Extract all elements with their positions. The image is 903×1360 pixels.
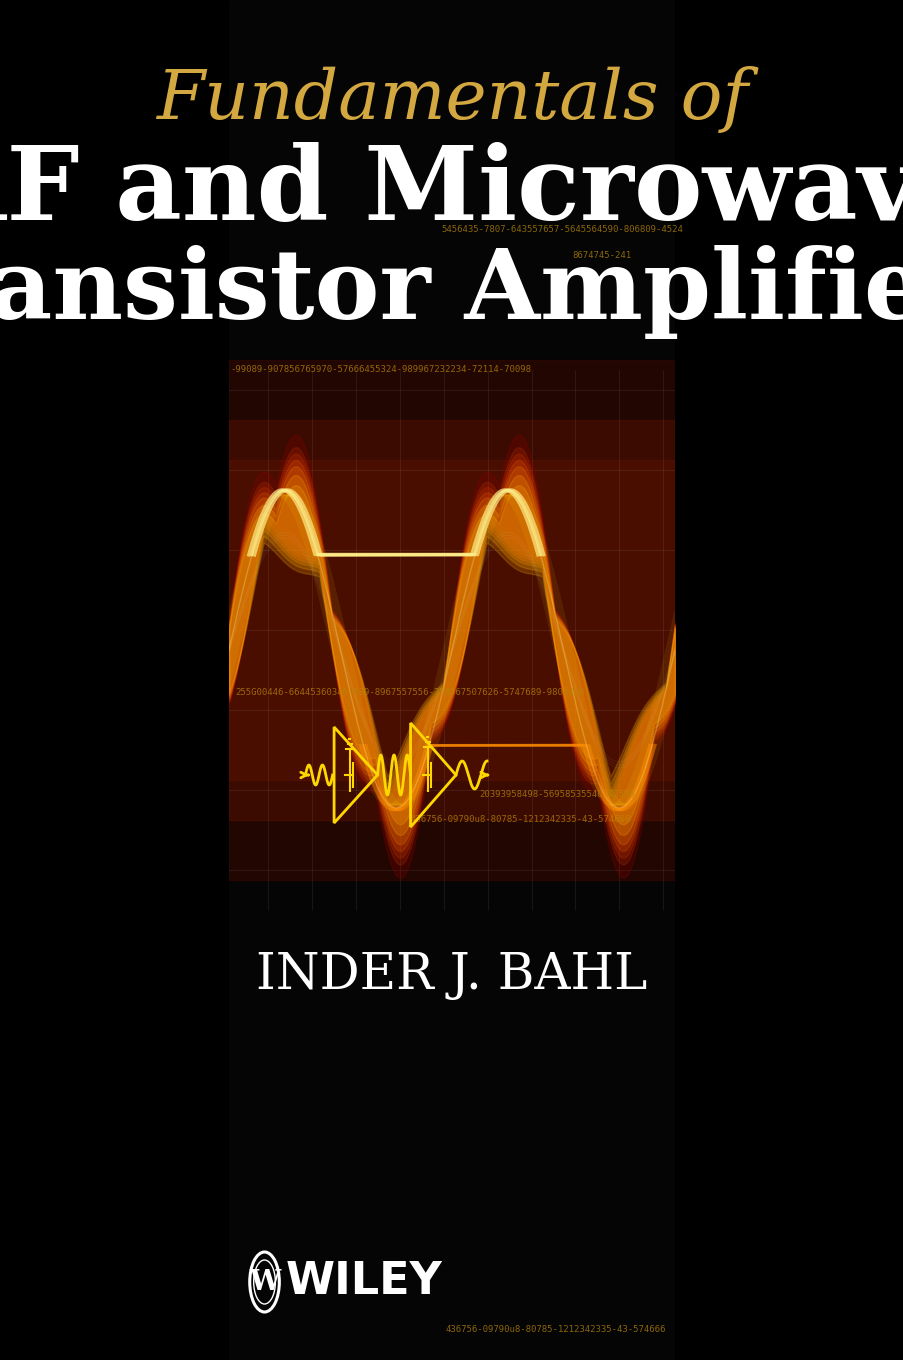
Text: INDER J. BAHL: INDER J. BAHL xyxy=(256,951,647,1000)
Bar xyxy=(228,420,675,820)
Text: 5456435-7807-643557657-5645564590-806809-4524: 5456435-7807-643557657-5645564590-806809… xyxy=(441,224,683,234)
Text: W: W xyxy=(248,1269,280,1296)
Text: RF and Microwave: RF and Microwave xyxy=(0,143,903,242)
Text: Fundamentals of: Fundamentals of xyxy=(155,67,748,133)
Text: 436756-09790u8-80785-1212342335-43-574666: 436756-09790u8-80785-1212342335-43-57466… xyxy=(444,1325,665,1334)
Bar xyxy=(228,360,675,880)
Text: Transistor Amplifiers: Transistor Amplifiers xyxy=(0,245,903,339)
Bar xyxy=(228,460,675,781)
Text: 20393958498-56958535540-43595: 20393958498-56958535540-43595 xyxy=(479,790,635,800)
Text: 8674745-241: 8674745-241 xyxy=(572,252,630,260)
Text: WILEY: WILEY xyxy=(285,1261,442,1303)
Text: -99089-907856765970-57666455324-989967232234-72114-70098: -99089-907856765970-57666455324-98996723… xyxy=(229,364,530,374)
Text: 255G00446-66445360346-689-8967557556-758567507626-5747689-9800466: 255G00446-66445360346-689-8967557556-758… xyxy=(235,688,583,696)
Text: 436756-09790u8-80785-1212342335-43-574668: 436756-09790u8-80785-1212342335-43-57466… xyxy=(410,815,630,824)
